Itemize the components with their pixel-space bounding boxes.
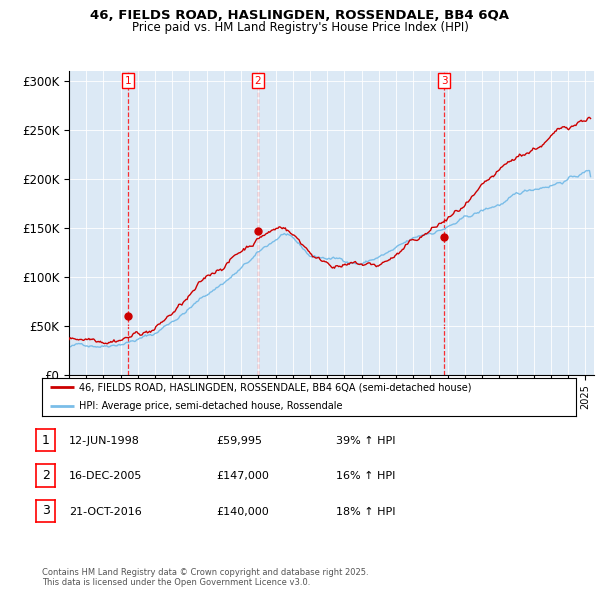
- Text: 46, FIELDS ROAD, HASLINGDEN, ROSSENDALE, BB4 6QA (semi-detached house): 46, FIELDS ROAD, HASLINGDEN, ROSSENDALE,…: [79, 382, 472, 392]
- Text: 1: 1: [125, 76, 131, 86]
- Text: Price paid vs. HM Land Registry's House Price Index (HPI): Price paid vs. HM Land Registry's House …: [131, 21, 469, 34]
- Text: £147,000: £147,000: [216, 471, 269, 481]
- Text: 3: 3: [41, 504, 50, 517]
- Text: 16-DEC-2005: 16-DEC-2005: [69, 471, 142, 481]
- Text: 16% ↑ HPI: 16% ↑ HPI: [336, 471, 395, 481]
- Text: Contains HM Land Registry data © Crown copyright and database right 2025.
This d: Contains HM Land Registry data © Crown c…: [42, 568, 368, 587]
- Text: 1: 1: [41, 434, 50, 447]
- Text: 2: 2: [254, 76, 261, 86]
- Text: £140,000: £140,000: [216, 507, 269, 516]
- Text: 18% ↑ HPI: 18% ↑ HPI: [336, 507, 395, 516]
- Text: 46, FIELDS ROAD, HASLINGDEN, ROSSENDALE, BB4 6QA: 46, FIELDS ROAD, HASLINGDEN, ROSSENDALE,…: [91, 9, 509, 22]
- Text: HPI: Average price, semi-detached house, Rossendale: HPI: Average price, semi-detached house,…: [79, 401, 343, 411]
- Text: 12-JUN-1998: 12-JUN-1998: [69, 436, 140, 445]
- Text: 3: 3: [441, 76, 448, 86]
- Text: 2: 2: [41, 469, 50, 482]
- Text: 39% ↑ HPI: 39% ↑ HPI: [336, 436, 395, 445]
- Text: £59,995: £59,995: [216, 436, 262, 445]
- Text: 21-OCT-2016: 21-OCT-2016: [69, 507, 142, 516]
